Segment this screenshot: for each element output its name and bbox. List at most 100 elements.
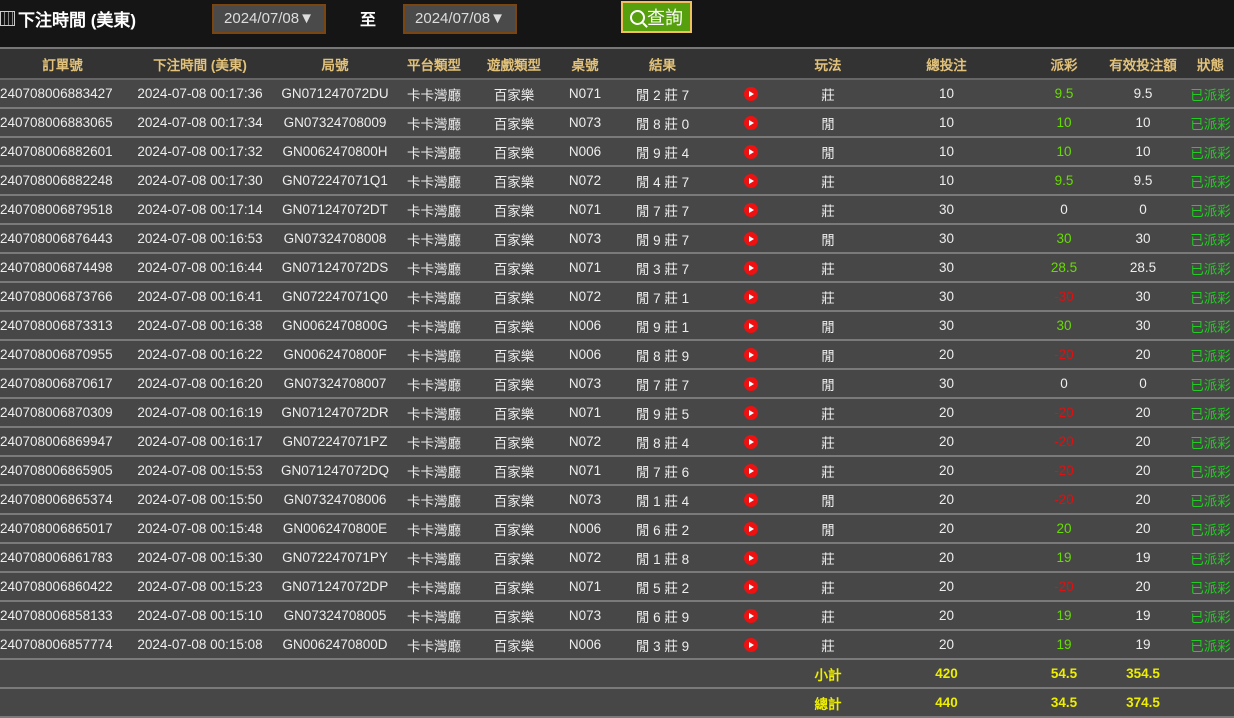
game-type: 百家樂 [473,253,555,283]
play-video-icon[interactable] [744,638,758,653]
table-row: 240708006870309 2024-07-08 00:16:19 GN0712… [0,398,1234,428]
payout: -20 [1029,398,1099,428]
platform: 卡卡灣廳 [395,630,473,660]
play-video-icon[interactable] [744,174,758,189]
play-video-icon[interactable] [744,203,758,218]
total-total-bet: 440 [864,688,1029,718]
table-row: 240708006873766 2024-07-08 00:16:41 GN0722… [0,282,1234,312]
order-id: 240708006873766 [0,282,125,312]
round-id: GN071247072DU [275,79,395,109]
date-to-select[interactable]: 2024/07/08▼ [403,4,517,34]
subtotal-valid-bet: 354.5 [1099,659,1187,689]
play-video-icon[interactable] [744,261,758,276]
total-row: 總計 440 34.5 374.5 [0,688,1234,718]
result: 閒 6 莊 2 [615,514,710,544]
table-row: 240708006882248 2024-07-08 00:17:30 GN0722… [0,166,1234,196]
play-video-icon[interactable] [744,145,758,160]
play-video-icon[interactable] [744,493,758,508]
status: 已派彩 [1187,369,1234,399]
video-cell [710,630,792,660]
play-video-icon[interactable] [744,319,758,334]
query-label: 查詢 [647,8,683,28]
video-cell [710,79,792,109]
total-status [1187,688,1234,718]
play-video-icon[interactable] [744,116,758,131]
game-type: 百家樂 [473,195,555,225]
table-row: 240708006882601 2024-07-08 00:17:32 GN0062… [0,137,1234,167]
round-id: GN07324708006 [275,485,395,515]
round-id: GN07324708005 [275,601,395,631]
play-video-icon[interactable] [744,464,758,479]
query-button[interactable]: 查詢 [621,1,692,33]
date-from-select[interactable]: 2024/07/08▼ [212,4,326,34]
bet-time: 2024-07-08 00:15:50 [125,485,275,515]
bet-option: 莊 [792,456,864,486]
payout: -20 [1029,572,1099,602]
total-valid-bet: 374.5 [1099,688,1187,718]
status: 已派彩 [1187,543,1234,573]
platform: 卡卡灣廳 [395,253,473,283]
column-header [710,49,792,80]
column-header: 下注時間 (美東) [125,49,275,80]
table-no: N071 [555,195,615,225]
video-cell [710,427,792,457]
result: 閒 3 莊 7 [615,253,710,283]
result: 閒 8 莊 9 [615,340,710,370]
status: 已派彩 [1187,514,1234,544]
total-bet: 20 [864,514,1029,544]
bet-option: 閒 [792,108,864,138]
table-row: 240708006865905 2024-07-08 00:15:53 GN0712… [0,456,1234,486]
valid-bet: 20 [1099,427,1187,457]
order-id: 240708006882601 [0,137,125,167]
status: 已派彩 [1187,456,1234,486]
order-id: 240708006861783 [0,543,125,573]
total-bet: 20 [864,340,1029,370]
valid-bet: 0 [1099,369,1187,399]
bet-option: 莊 [792,282,864,312]
platform: 卡卡灣廳 [395,398,473,428]
round-id: GN0062470800G [275,311,395,341]
bet-time: 2024-07-08 00:17:14 [125,195,275,225]
round-id: GN071247072DQ [275,456,395,486]
payout: 30 [1029,224,1099,254]
total-bet: 20 [864,398,1029,428]
table-row: 240708006870617 2024-07-08 00:16:20 GN0732… [0,369,1234,399]
result: 閒 4 莊 7 [615,166,710,196]
bet-time: 2024-07-08 00:15:30 [125,543,275,573]
video-cell [710,282,792,312]
order-id: 240708006879518 [0,195,125,225]
table-no: N073 [555,369,615,399]
payout: 30 [1029,311,1099,341]
status: 已派彩 [1187,485,1234,515]
play-video-icon[interactable] [744,406,758,421]
platform: 卡卡灣廳 [395,137,473,167]
total-spacer [0,688,792,718]
payout: 10 [1029,137,1099,167]
table-no: N006 [555,340,615,370]
play-video-icon[interactable] [744,435,758,450]
play-video-icon[interactable] [744,377,758,392]
play-video-icon[interactable] [744,348,758,363]
table-no: N073 [555,108,615,138]
play-video-icon[interactable] [744,609,758,624]
play-video-icon[interactable] [744,551,758,566]
column-header: 平台類型 [395,49,473,80]
bet-time: 2024-07-08 00:15:48 [125,514,275,544]
payout: 19 [1029,630,1099,660]
play-video-icon[interactable] [744,522,758,537]
play-video-icon[interactable] [744,87,758,102]
bet-time: 2024-07-08 00:15:53 [125,456,275,486]
subtotal-label: 小計 [792,659,864,689]
bet-time: 2024-07-08 00:17:36 [125,79,275,109]
play-video-icon[interactable] [744,580,758,595]
total-bet: 20 [864,485,1029,515]
video-cell [710,456,792,486]
platform: 卡卡灣廳 [395,456,473,486]
game-type: 百家樂 [473,282,555,312]
valid-bet: 19 [1099,543,1187,573]
play-video-icon[interactable] [744,232,758,247]
play-video-icon[interactable] [744,290,758,305]
filter-bar: 下注時間 (美東) 2024/07/08▼ 至 2024/07/08▼ 查詢 [0,0,1234,49]
bet-option: 莊 [792,398,864,428]
game-type: 百家樂 [473,398,555,428]
